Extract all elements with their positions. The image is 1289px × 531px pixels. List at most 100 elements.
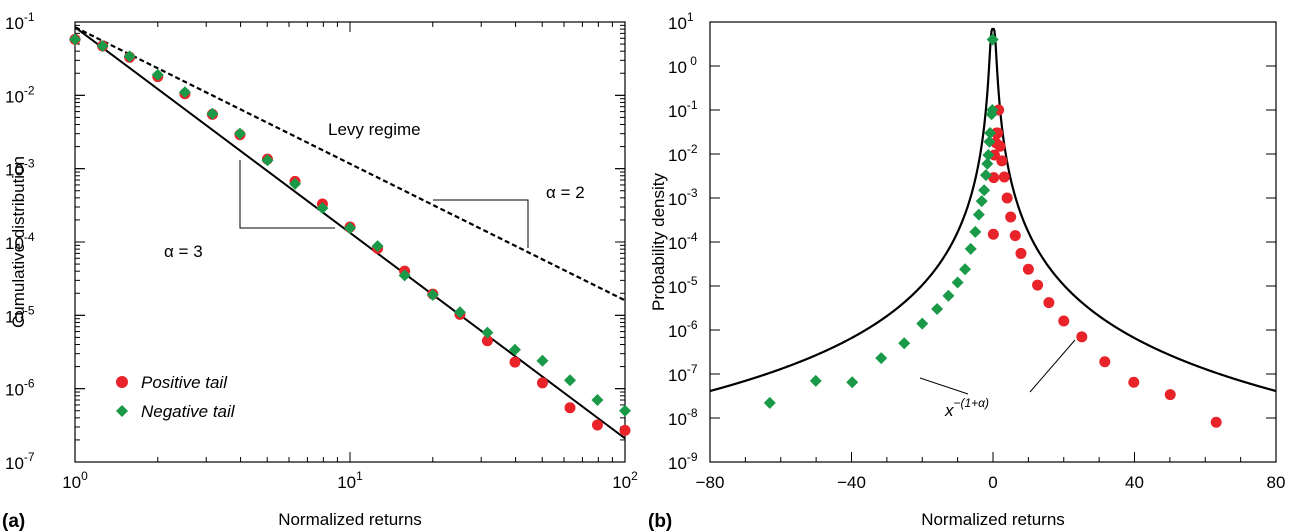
panel-label-a: (a) [2,511,25,531]
negative-tail-point [619,404,631,417]
negative-tail-point [344,222,356,235]
negative-tail-point [978,184,991,197]
positive-tail-point [1009,230,1021,242]
positive-tail-point [1164,389,1176,401]
negative-tail-point [426,288,439,301]
positive-tail-point [536,377,548,389]
positive-tail-point [998,171,1010,183]
density-fit-curve [709,27,1277,393]
negative-tail-point [453,306,466,319]
x-tick-label-a: 101 [337,469,363,492]
y-tick-label-a: 10-7 [5,450,35,473]
x-tick-label-b: 80 [1267,473,1286,492]
negative-tail-point [942,289,955,302]
positive-tail-point [1043,297,1055,309]
negative-tail-point [508,343,521,356]
positive-tail-point [1128,376,1140,388]
positive-tail-point [1099,356,1111,368]
x-tick-label-b: 40 [1125,473,1144,492]
positive-tail-point [1022,263,1034,275]
negative-tail-point [233,127,246,140]
x-tick-label-b: −40 [837,473,866,492]
positive-tail-point [987,228,999,240]
y-tick-label-a: 10-6 [5,377,35,400]
negative-tail-point [986,33,999,46]
y-tick-label-b: 10 0 [668,54,697,77]
positive-tail-point [509,356,521,368]
y-tick-label-b: 10-5 [668,274,698,297]
y-tick-label-a: 10-2 [5,83,35,106]
negative-tail-point [763,396,776,409]
negative-tail-point [96,40,109,53]
x-tick-label-b: 0 [988,473,997,492]
negative-tail-point [564,374,577,387]
power-law-annotation: x−(1+α) [944,396,989,420]
y-tick-label-b: 10-6 [668,318,698,341]
x-axis-label-a: Normalized returns [278,510,422,529]
positive-tail-point [564,402,576,414]
x-tick-label-a: 102 [612,469,638,492]
power-law-pointer-right [1029,339,1076,393]
y-tick-label-b: 10-1 [668,98,698,121]
positive-tail-point [994,140,1006,152]
negative-tail-point [481,326,494,339]
ticks-a [74,21,626,463]
legend-a: Positive tail Negative tail [116,373,236,421]
positive-tail-point [1005,211,1017,223]
negative-tail-point [979,169,992,182]
x-tick-labels-a: 100 101 102 [62,469,638,492]
x-axis-label-b: Normalized returns [921,510,1065,529]
positive-tail-point [996,155,1008,167]
negative-tail-point [982,148,995,161]
negative-tail-point [984,127,997,140]
negative-tail-point [809,374,822,387]
positive-tail-point [1032,279,1044,291]
y-tick-label-b: 10-3 [668,186,698,209]
negative-tail-point [916,317,929,330]
negative-tail-point [151,68,164,81]
negative-tail-point [964,242,977,255]
levy-regime-annotation: Levy regime [328,120,421,139]
positive-tail-point [1076,331,1088,343]
negative-tail-point [206,107,219,120]
negative-tail-point [898,337,911,350]
legend-positive-marker [116,376,128,388]
negative-tail-point [951,276,964,289]
alpha-2-slope-bracket [433,199,529,248]
negative-tail-point [972,208,985,221]
x-tick-label-b: −80 [696,473,725,492]
y-tick-label-b: 10-9 [668,450,698,473]
positive-tail-point [988,149,1000,161]
y-tick-label-a: 10-3 [5,157,35,180]
panel-b: 101 10 0 10-1 10-2 10-3 10-4 10-5 10-6 10-7 10-8 1… [648,10,1285,531]
power-law-pointer-left [919,377,969,395]
fit-curve-b [709,27,1277,393]
data-points-b [763,33,1222,428]
negative-tail-point [316,202,329,215]
y-tick-labels-b: 101 10 0 10-1 10-2 10-3 10-4 10-5 10-6 10-7 10-8 1… [668,10,698,473]
panel-label-b: (b) [648,511,672,531]
legend-positive-label: Positive tail [141,373,228,392]
y-tick-labels-a: 10-1 10-2 10-3 10-4 10-5 10-6 10-7 [5,10,35,473]
plot-frame-b [709,21,1277,463]
negative-tail-point [398,269,411,282]
positive-tail-point [1058,315,1070,327]
negative-tail-point [591,394,604,407]
x-tick-labels-b: −80 −40 0 40 80 [696,473,1286,492]
y-axis-label-b: Probability density [649,173,668,311]
positive-tail-point [1210,416,1222,428]
negative-tail-point [985,108,998,121]
alpha-3-annotation: α = 3 [164,242,203,261]
y-tick-label-a: 10-1 [5,10,35,33]
negative-tail-point [846,376,859,389]
alpha-2-annotation: α = 2 [546,183,585,202]
negative-tail-point [123,50,136,63]
negative-tail-point [981,157,994,170]
panel-a: 10-1 10-2 10-3 10-4 10-5 10-6 10-7 100 101 102 N… [2,10,638,531]
negative-tail-point [983,135,996,148]
negative-tail-point [261,154,274,167]
alpha-3-slope-bracket [239,160,335,229]
y-axis-label-a: Cumulative distribution [9,156,28,328]
y-tick-label-a: 10-4 [5,230,35,253]
